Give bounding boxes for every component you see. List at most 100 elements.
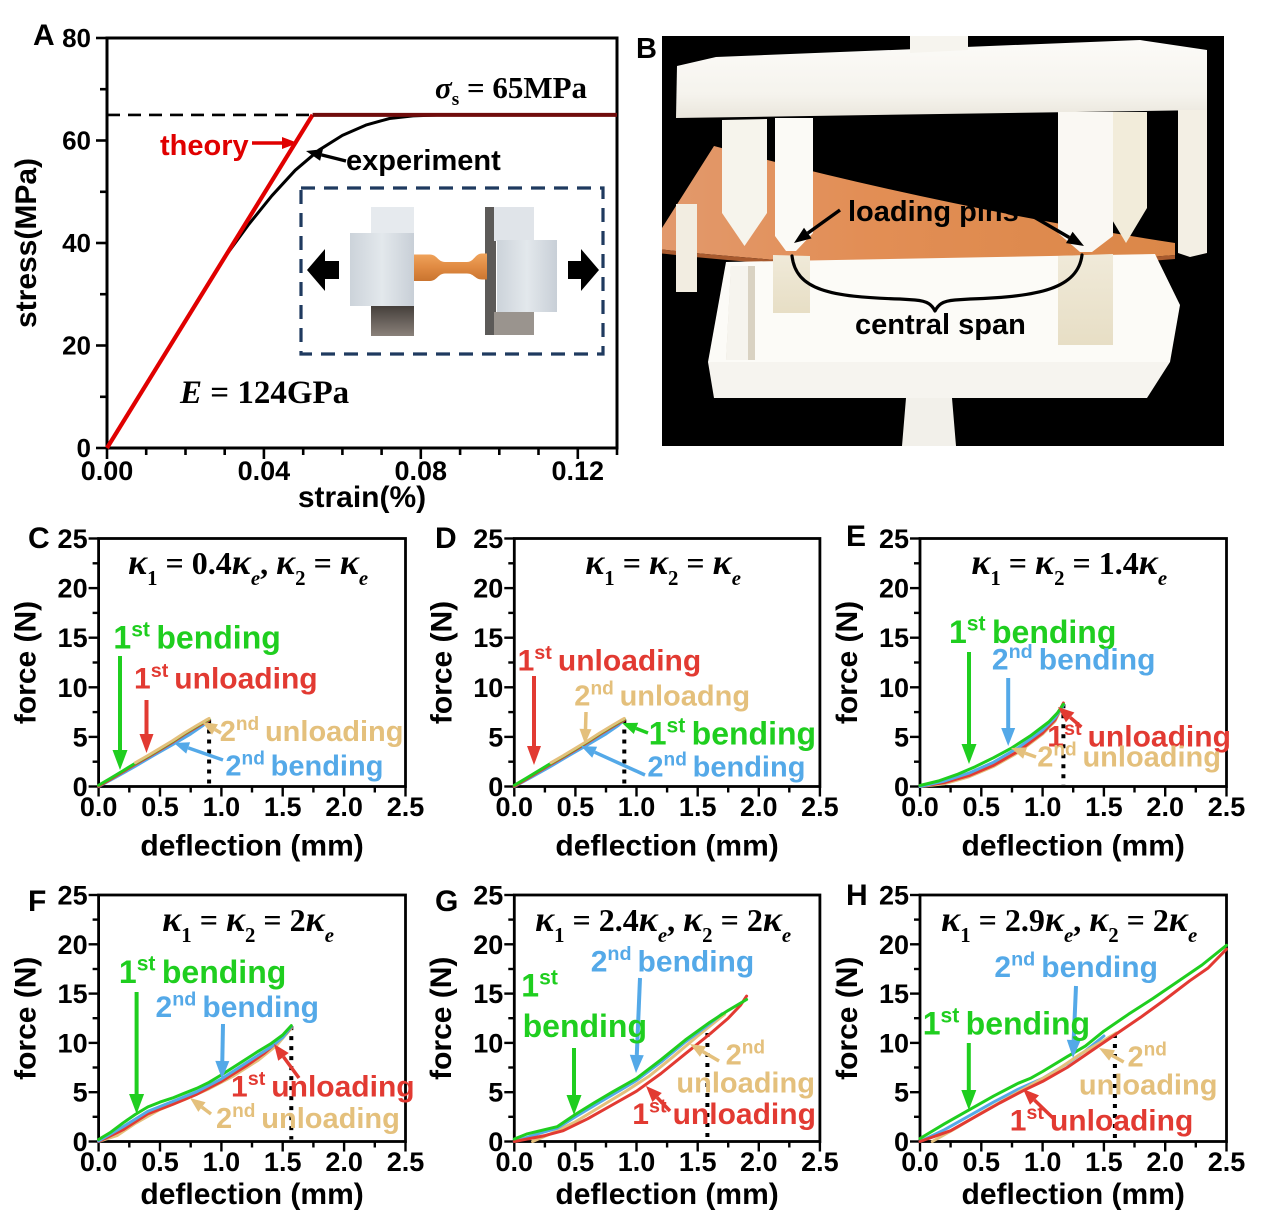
svg-text:0.0: 0.0 [901,792,939,822]
svg-text:2nd: 2nd [1128,1040,1167,1074]
svg-text:2.5: 2.5 [1208,1147,1246,1177]
svg-text:0.0: 0.0 [80,1147,118,1177]
svg-text:2nd unloadng: 2nd unloadng [574,679,750,713]
svg-text:H: H [846,879,868,912]
svg-text:deflection (mm): deflection (mm) [140,1178,363,1211]
svg-text:C: C [28,522,50,555]
svg-text:15: 15 [58,979,88,1009]
svg-text:1st unloading: 1st unloading [134,660,318,695]
svg-text:2nd unloading: 2nd unloading [220,714,404,748]
svg-text:E: E [846,520,866,553]
svg-text:1st unloading: 1st unloading [231,1068,415,1103]
svg-text:2.0: 2.0 [325,1147,363,1177]
svg-text:1st unloading: 1st unloading [518,642,702,677]
svg-text:15: 15 [879,623,909,653]
svg-text:25: 25 [58,524,88,554]
svg-text:20: 20 [473,930,503,960]
svg-text:1st bending: 1st bending [649,715,816,752]
svg-text:5: 5 [488,1078,503,1108]
svg-text:20: 20 [879,930,909,960]
svg-text:1st bending: 1st bending [113,618,280,655]
svg-text:25: 25 [473,881,503,911]
svg-text:strain(%): strain(%) [298,481,426,514]
svg-text:1.5: 1.5 [679,1147,717,1177]
svg-text:80: 80 [62,23,91,53]
svg-text:20: 20 [62,331,91,361]
svg-text:bending: bending [523,1008,647,1044]
svg-text:0.0: 0.0 [496,792,534,822]
svg-text:20: 20 [473,574,503,604]
svg-text:0.5: 0.5 [557,1147,595,1177]
svg-text:deflection (mm): deflection (mm) [140,830,363,863]
svg-text:25: 25 [879,524,909,554]
svg-text:1st bending: 1st bending [923,1004,1090,1041]
svg-text:15: 15 [473,623,503,653]
svg-text:1.0: 1.0 [1024,1147,1062,1177]
svg-text:5: 5 [488,722,503,752]
svg-text:F: F [28,885,46,918]
svg-text:0: 0 [894,1127,909,1157]
svg-text:1.5: 1.5 [1085,1147,1123,1177]
svg-text:σs = 65MPa: σs = 65MPa [435,70,588,110]
svg-text:force (N): force (N) [831,601,864,724]
svg-text:1.0: 1.0 [203,792,241,822]
svg-text:60: 60 [62,126,91,156]
svg-text:2nd bending: 2nd bending [992,641,1156,676]
svg-text:10: 10 [58,1028,88,1058]
svg-text:κ1 = 2.4κe, κ2 = 2κe: κ1 = 2.4κe, κ2 = 2κe [535,899,791,947]
svg-text:1.0: 1.0 [618,1147,656,1177]
svg-text:1.5: 1.5 [679,792,717,822]
svg-text:10: 10 [58,673,88,703]
svg-text:force (N): force (N) [10,601,43,724]
svg-text:deflection (mm): deflection (mm) [555,830,778,863]
svg-text:1st unloading: 1st unloading [1047,718,1231,753]
svg-text:1.5: 1.5 [264,792,302,822]
svg-text:1st: 1st [521,967,558,1004]
svg-text:1.0: 1.0 [203,1147,241,1177]
svg-text:15: 15 [473,979,503,1009]
svg-text:theory: theory [160,130,249,162]
svg-text:κ1 = κ2 = 1.4κe: κ1 = κ2 = 1.4κe [971,542,1167,590]
svg-text:0.12: 0.12 [552,456,605,486]
svg-text:20: 20 [58,930,88,960]
svg-text:2nd unloading: 2nd unloading [216,1101,400,1135]
svg-text:deflection (mm): deflection (mm) [962,830,1185,863]
svg-text:2.5: 2.5 [1208,792,1246,822]
svg-text:0: 0 [894,772,909,802]
svg-text:force (N): force (N) [425,957,458,1080]
svg-text:D: D [435,522,457,555]
svg-text:G: G [435,885,458,918]
svg-text:0: 0 [73,772,88,802]
svg-text:0.5: 0.5 [141,1147,179,1177]
svg-text:10: 10 [879,673,909,703]
svg-text:2.5: 2.5 [387,1147,425,1177]
svg-text:1.5: 1.5 [264,1147,302,1177]
svg-text:10: 10 [473,673,503,703]
svg-text:2.5: 2.5 [801,1147,839,1177]
svg-text:0.5: 0.5 [963,792,1001,822]
svg-text:2nd unloading: 2nd unloading [1037,739,1221,773]
svg-text:2.5: 2.5 [387,792,425,822]
svg-text:2.0: 2.0 [1146,792,1184,822]
svg-text:B: B [636,33,657,65]
svg-text:0.0: 0.0 [80,792,118,822]
svg-text:unloading: unloading [676,1068,815,1100]
svg-text:25: 25 [58,881,88,911]
svg-text:κ1 = κ2 = 2κe: κ1 = κ2 = 2κe [162,899,334,947]
svg-text:stress(MPa): stress(MPa) [10,158,43,328]
svg-text:40: 40 [62,228,91,258]
svg-text:central span: central span [855,309,1026,341]
svg-text:2nd bending: 2nd bending [994,949,1158,984]
svg-text:loading pins: loading pins [848,196,1019,228]
svg-text:5: 5 [894,1078,909,1108]
svg-text:2.0: 2.0 [740,1147,778,1177]
svg-text:5: 5 [73,1078,88,1108]
svg-text:unloading: unloading [1079,1070,1218,1102]
svg-text:deflection (mm): deflection (mm) [555,1178,778,1211]
svg-text:force (N): force (N) [831,957,864,1080]
svg-text:2nd bending: 2nd bending [591,943,755,978]
svg-text:20: 20 [879,574,909,604]
svg-text:2nd: 2nd [726,1038,765,1072]
svg-text:0.08: 0.08 [395,456,448,486]
svg-text:0: 0 [77,433,91,463]
